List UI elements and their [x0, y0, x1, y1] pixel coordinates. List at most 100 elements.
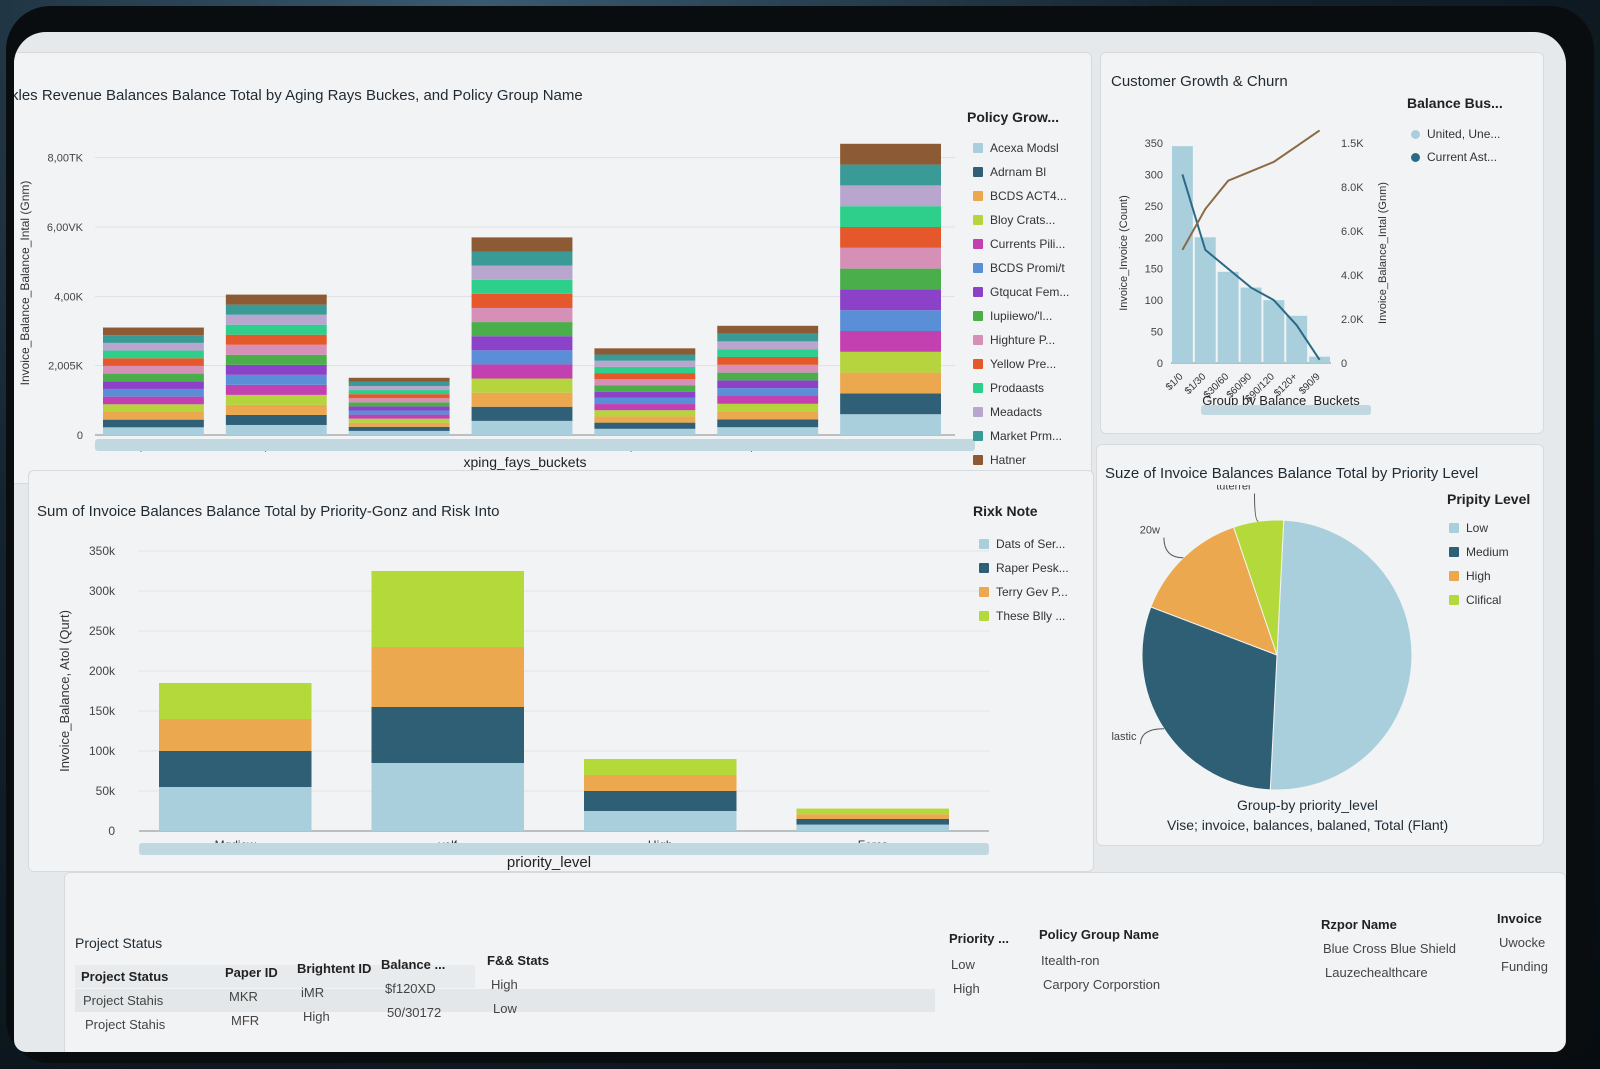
growth-scrollbar[interactable] — [1201, 405, 1371, 415]
y-tick-label: 50 — [1151, 327, 1163, 339]
table-row-bg — [75, 989, 935, 1012]
revenue-legend-item[interactable]: Iupiiewo/'l... — [973, 309, 1052, 323]
revenue-legend-item[interactable]: Bloy Crats... — [973, 213, 1055, 227]
revenue-scrollbar[interactable] — [95, 439, 975, 451]
y-tick-label: 0 — [77, 430, 83, 442]
revenue-legend-item[interactable]: BCDS ACT4... — [973, 189, 1067, 203]
legend-swatch — [1449, 547, 1459, 557]
priority-legend-item[interactable]: These Blly ... — [979, 609, 1065, 623]
table-cell[interactable]: High — [491, 977, 518, 992]
legend-swatch — [1411, 152, 1420, 162]
table-cell[interactable]: Funding — [1501, 959, 1548, 974]
pie-slice — [1141, 606, 1278, 791]
pie-slice-label: lastic — [1111, 731, 1137, 743]
bar-segment — [717, 364, 819, 373]
bar-segment — [471, 265, 573, 280]
pie-legend-item[interactable]: Medium — [1449, 545, 1509, 559]
table-cell[interactable]: Uwocke — [1499, 935, 1546, 950]
y-right-axis-label: Invoice_Balance_Intal (Gnm) — [1377, 182, 1389, 324]
pie-subtitle: Group-by priority_level — [1237, 797, 1378, 813]
growth-legend-item[interactable]: Current Ast... — [1411, 150, 1497, 164]
priority-chart: 050k100k150k200k250k300k350kMgdiowvelfHi… — [57, 544, 989, 871]
col-rzpor-name[interactable]: Rzpor Name — [1321, 917, 1397, 932]
bar-segment — [225, 374, 327, 385]
revenue-legend-item[interactable]: Prodaasts — [973, 381, 1044, 395]
bar-segment — [840, 351, 941, 373]
priority-legend-item[interactable]: Dats of Ser... — [979, 537, 1065, 551]
y-tick-label: 100 — [1145, 295, 1163, 307]
col-balance[interactable]: Balance ... — [381, 957, 446, 972]
revenue-legend-item[interactable]: Acexa Modsl — [973, 141, 1059, 155]
pie-slice — [1269, 519, 1413, 791]
table-cell[interactable]: $f120XD — [385, 981, 436, 996]
bar-segment — [225, 414, 327, 425]
table-cell[interactable]: Low — [493, 1001, 517, 1016]
table-cell[interactable]: High — [953, 981, 980, 996]
revenue-legend-item[interactable]: Market Prm... — [973, 429, 1062, 443]
revenue-legend-title: Policy Grow... — [967, 109, 1060, 125]
table-cell[interactable]: Project Stahis — [85, 1017, 166, 1032]
bar-segment — [840, 206, 941, 227]
col-paper-id[interactable]: Paper ID — [225, 965, 278, 980]
pie-caption: Vise; invoice, balances, balaned, Total … — [1167, 817, 1449, 833]
col-priority[interactable]: Priority ... — [949, 931, 1009, 946]
table-cell[interactable]: Carpory Corporstion — [1043, 977, 1161, 992]
growth-legend-item[interactable]: United, Une... — [1411, 127, 1500, 141]
bar-segment — [348, 426, 450, 431]
bar-segment — [348, 430, 450, 435]
table-cell[interactable]: iMR — [301, 985, 325, 1000]
legend-label: Meadacts — [990, 405, 1043, 419]
table-cell[interactable]: High — [303, 1009, 330, 1024]
table-cell[interactable]: Low — [951, 957, 975, 972]
legend-swatch — [973, 287, 983, 297]
bar-segment — [348, 422, 450, 427]
y-tick-label: 200 — [1145, 232, 1163, 244]
pie-legend-item[interactable]: Low — [1449, 521, 1488, 535]
col-policy-group-name[interactable]: Policy Group Name — [1039, 927, 1159, 942]
y-tick-label: 250 — [1145, 201, 1163, 213]
col-invoice[interactable]: Invoice — [1497, 911, 1542, 926]
table-cell[interactable]: MFR — [231, 1013, 260, 1028]
pie-slice — [1150, 526, 1278, 656]
bar-segment — [348, 418, 450, 423]
bar-segment — [717, 349, 819, 357]
col-project-status[interactable]: Project Status — [81, 969, 169, 984]
revenue-legend-item[interactable]: BCDS Promi/t — [973, 261, 1065, 275]
revenue-legend-item[interactable]: Hatner — [973, 453, 1026, 467]
revenue-legend-item[interactable]: Adrnam Bl — [973, 165, 1046, 179]
revenue-legend-item[interactable]: Yellow Pre... — [973, 357, 1056, 371]
bar-segment — [103, 373, 204, 382]
legend-swatch — [973, 191, 983, 201]
table-cell[interactable]: Itealth-ron — [1041, 953, 1100, 968]
table-cell[interactable]: Lauzechealthcare — [1325, 965, 1428, 980]
legend-label: Yellow Pre... — [990, 357, 1057, 371]
bar-segment — [840, 414, 941, 435]
table-cell[interactable]: 50/30172 — [387, 1005, 442, 1020]
bar-segment — [348, 377, 450, 382]
pie-legend-item[interactable]: High — [1449, 569, 1491, 583]
legend-label: Medium — [1466, 545, 1509, 559]
pie-legend-item[interactable]: Clifical — [1449, 593, 1501, 607]
bar-segment — [159, 719, 312, 751]
col-brightent-id[interactable]: Brightent ID — [297, 961, 372, 976]
legend-label: Market Prm... — [990, 429, 1063, 443]
revenue-legend-item[interactable]: Currents Pili... — [973, 237, 1065, 251]
bar-segment — [103, 342, 204, 351]
bar-segment — [594, 416, 696, 423]
priority-legend-item[interactable]: Terry Gev P... — [979, 585, 1068, 599]
revenue-legend-item[interactable]: Highture P... — [973, 333, 1055, 347]
table-cell[interactable]: MKR — [229, 989, 258, 1004]
bar-segment — [225, 424, 327, 435]
revenue-legend-item[interactable]: Gtqucat Fem... — [973, 285, 1069, 299]
col-fa-stats[interactable]: F&& Stats — [487, 953, 550, 968]
bar-segment — [796, 814, 949, 819]
table-cell[interactable]: Project Stahis — [83, 993, 164, 1008]
legend-label: Prodaasts — [990, 381, 1045, 395]
bar-segment — [159, 683, 312, 719]
project-status-table: Project Status Project Status Paper ID B… — [64, 872, 1566, 1052]
revenue-legend-item[interactable]: Meadacts — [973, 405, 1042, 419]
bar-segment — [717, 341, 819, 350]
priority-legend-item[interactable]: Raper Pesk... — [979, 561, 1069, 575]
table-cell[interactable]: Blue Cross Blue Shield — [1323, 941, 1456, 956]
priority-scrollbar[interactable] — [139, 843, 989, 855]
